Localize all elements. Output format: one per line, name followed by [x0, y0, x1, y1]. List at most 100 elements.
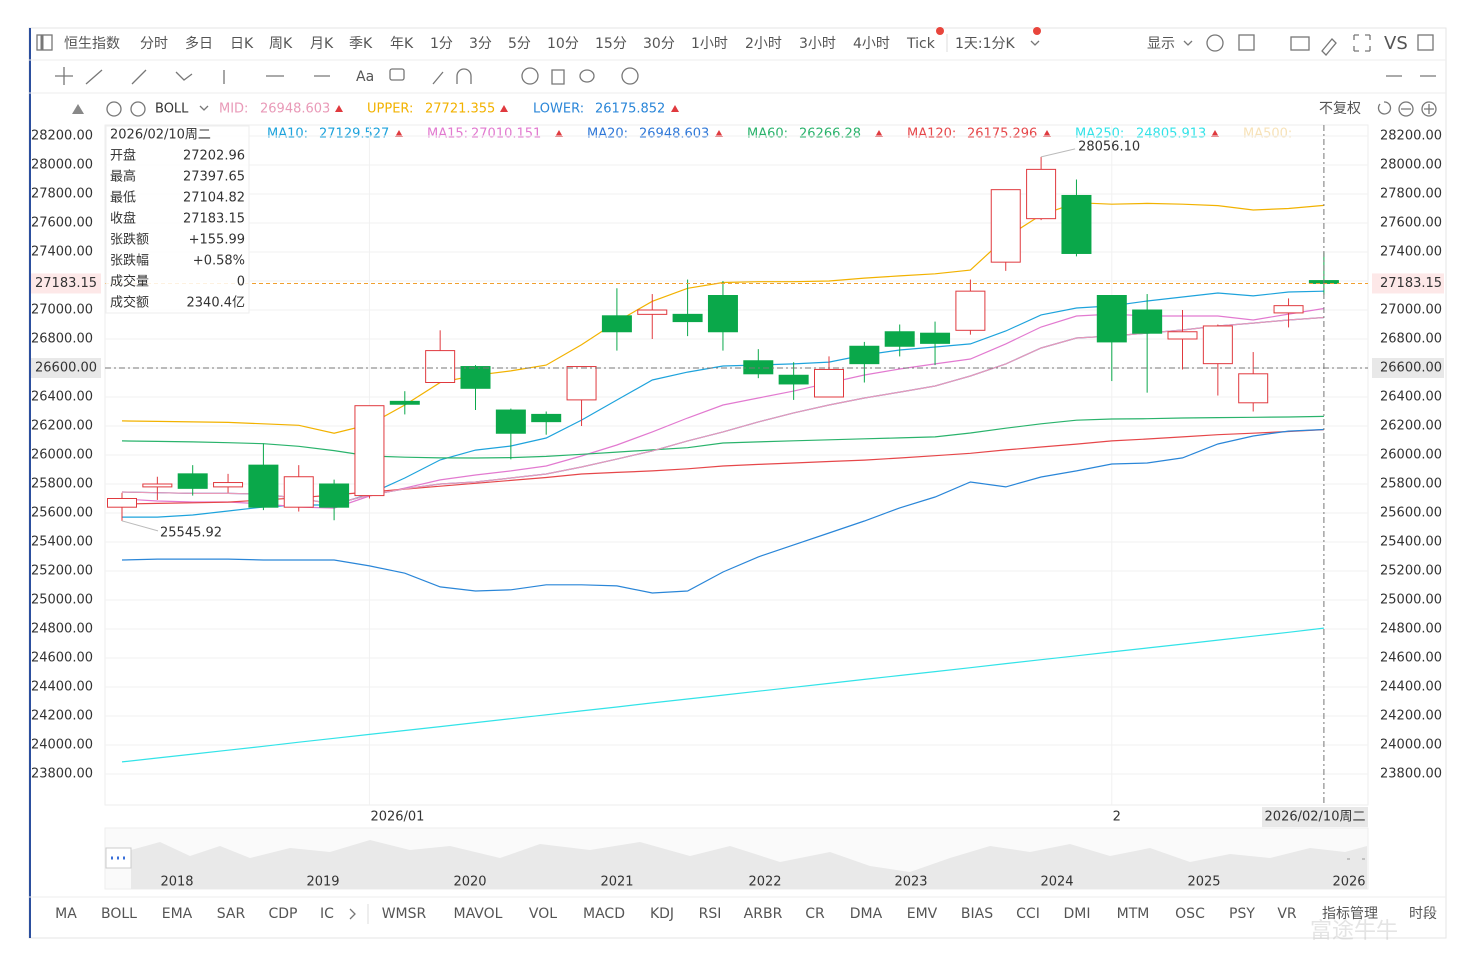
- indicator-tab[interactable]: EMA: [162, 906, 193, 922]
- indicator-tab[interactable]: RSI: [699, 906, 722, 922]
- high-annotation: 28056.10: [1078, 139, 1140, 154]
- toolbar-item[interactable]: 15分: [595, 36, 627, 52]
- toolbar-item[interactable]: 恒生指数: [64, 36, 120, 52]
- toolbar-item[interactable]: VS: [1384, 33, 1408, 54]
- indicator-tab[interactable]: MAVOL: [454, 906, 503, 922]
- indicator-tab[interactable]: CR: [805, 906, 825, 922]
- indicator-tab[interactable]: BIAS: [961, 906, 993, 922]
- indicator-tab[interactable]: KDJ: [650, 906, 674, 922]
- indicator-tab[interactable]: OSC: [1175, 906, 1205, 922]
- indicator-tab[interactable]: DMI: [1064, 906, 1091, 922]
- candle-body: [1202, 325, 1233, 365]
- crosshair-tag: [31, 358, 101, 379]
- indicator-tab[interactable]: DMA: [850, 906, 883, 922]
- navigator-year: 2023: [894, 875, 927, 890]
- y-tick-label: 27000.00: [1380, 303, 1442, 318]
- badge: [936, 27, 944, 35]
- toolbar-item[interactable]: 1天:1分K: [955, 36, 1016, 52]
- indicator-tab[interactable]: MACD: [583, 906, 625, 922]
- toolbar-item[interactable]: 2小时: [745, 36, 782, 52]
- zoom-in[interactable]: [1421, 101, 1437, 117]
- legend-value: 26266.28: [799, 127, 861, 142]
- y-tick-label: 24000.00: [31, 737, 93, 752]
- collapse-icon[interactable]: [72, 104, 84, 114]
- toolbar-item[interactable]: 年K: [390, 36, 414, 52]
- indicator-tab[interactable]: MTM: [1117, 906, 1150, 922]
- indicator-tab[interactable]: PSY: [1229, 906, 1255, 922]
- pen-icon[interactable]: [1321, 38, 1337, 56]
- drawing-tools[interactable]: [55, 67, 1436, 85]
- navigator-year: 2022: [748, 875, 781, 890]
- sidebar-icon[interactable]: [36, 34, 53, 51]
- candle-body: [637, 309, 668, 315]
- up-arrow: [1043, 130, 1051, 137]
- indicator-name[interactable]: BOLL: [155, 102, 189, 117]
- tabs-more[interactable]: [349, 908, 356, 920]
- toolbar-item[interactable]: 日K: [230, 36, 254, 52]
- zoom-tools[interactable]: [1377, 101, 1434, 115]
- indicator-line: [121, 627, 1324, 763]
- toolbar-item[interactable]: Tick: [906, 36, 936, 52]
- square-icon[interactable]: [1238, 34, 1255, 51]
- indicator-tab[interactable]: WMSR: [382, 906, 427, 922]
- navigator-year: 2025: [1187, 875, 1220, 890]
- toolbar-item[interactable]: 4小时: [853, 36, 890, 52]
- indicator-tab[interactable]: VR: [1277, 906, 1297, 922]
- note-icon[interactable]: [389, 68, 405, 81]
- candle-body: [1167, 331, 1198, 340]
- indicator-tab[interactable]: EMV: [907, 906, 938, 922]
- y-tick-label: 24600.00: [1380, 650, 1442, 665]
- camera-icon[interactable]: [1290, 36, 1310, 51]
- candle-body: [425, 350, 456, 384]
- toolbar-item[interactable]: 分时: [140, 36, 168, 52]
- indicator-tab[interactable]: ARBR: [744, 906, 783, 922]
- settings-icon[interactable]: [1206, 34, 1224, 52]
- candle-body: [495, 409, 526, 434]
- legend-name: MA500:: [1243, 127, 1292, 142]
- indicator-tab[interactable]: CDP: [269, 906, 298, 922]
- font-tool[interactable]: Aa: [356, 69, 374, 85]
- annotation-leader: [121, 520, 159, 532]
- y-tick-label: 25000.00: [1380, 592, 1442, 607]
- toolbar-item[interactable]: 3小时: [799, 36, 836, 52]
- indicator-tab[interactable]: 指标管理: [1322, 906, 1378, 922]
- toolbar-item[interactable]: 1小时: [691, 36, 728, 52]
- y-tick-label: 26000.00: [1380, 447, 1442, 462]
- candle-body: [107, 497, 137, 508]
- indicator-tab[interactable]: MA: [55, 906, 77, 922]
- annotation-leader: [1040, 148, 1076, 158]
- toolbar-item[interactable]: 周K: [269, 36, 293, 52]
- up-arrow: [500, 105, 508, 112]
- indicator-tab[interactable]: BOLL: [101, 906, 137, 922]
- plot-frame: [104, 124, 1369, 806]
- settings-icon[interactable]: [106, 101, 122, 117]
- crosshair-tag: [1372, 358, 1444, 379]
- legend-name: MA15:: [427, 127, 468, 142]
- indicator-tab[interactable]: VOL: [529, 906, 557, 922]
- zoom-out[interactable]: [1398, 101, 1414, 117]
- toolbar-item[interactable]: 多日: [185, 35, 213, 52]
- legend-value: 27129.527: [319, 127, 389, 142]
- indicator-tab[interactable]: SAR: [217, 906, 246, 922]
- toolbar-item[interactable]: 显示: [1147, 36, 1175, 52]
- y-tick-label: 26400.00: [31, 390, 93, 405]
- toolbar-item[interactable]: 30分: [643, 36, 675, 52]
- indicator-tab[interactable]: IC: [320, 906, 334, 922]
- up-arrow: [1211, 130, 1219, 137]
- indicator-tab[interactable]: CCI: [1016, 906, 1040, 922]
- legend-value: 26948.603: [260, 102, 330, 117]
- y-tick-label: 26200.00: [31, 418, 93, 433]
- adjust-mode[interactable]: 不复权: [1319, 100, 1361, 117]
- indicator-tab[interactable]: 时段: [1409, 906, 1437, 922]
- toolbar-item[interactable]: 3分: [469, 36, 492, 52]
- fullscreen-icon[interactable]: [1353, 34, 1371, 52]
- toolbar-item[interactable]: 1分: [430, 36, 453, 52]
- toolbar-item[interactable]: 季K: [349, 36, 373, 52]
- up-arrow: [875, 130, 883, 137]
- info-panel: [105, 125, 250, 314]
- panel-icon[interactable]: [1417, 34, 1434, 51]
- toolbar-item[interactable]: 5分: [508, 36, 531, 52]
- toolbar-item[interactable]: 月K: [310, 36, 334, 52]
- close-icon[interactable]: [130, 101, 146, 117]
- toolbar-item[interactable]: 10分: [547, 36, 579, 52]
